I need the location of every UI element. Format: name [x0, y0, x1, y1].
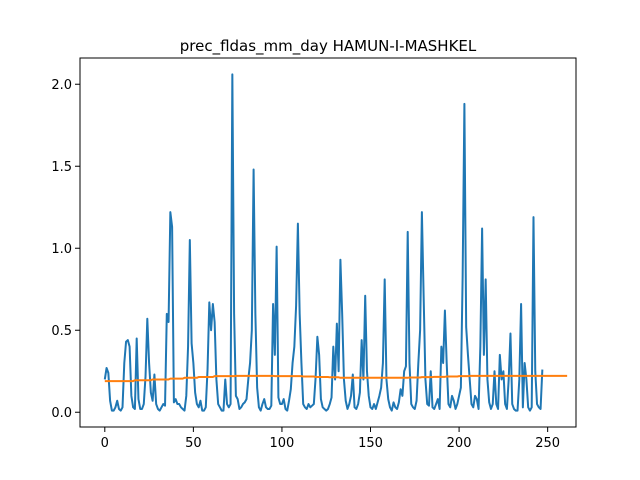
plot-area: 0 50 100 150 200 250 0.0 0.5 1.0 1.5 2.0	[51, 57, 577, 451]
axes-frame	[79, 57, 577, 428]
x-tick-label-1: 50	[185, 436, 202, 451]
x-axis: 0 50 100 150 200 250	[101, 427, 560, 451]
x-tick-label-3: 150	[358, 436, 383, 451]
y-tick-label-2: 1.0	[51, 242, 72, 257]
y-axis: 0.0 0.5 1.0 1.5 2.0	[51, 78, 80, 421]
chart-title: prec_fldas_mm_day HAMUN-I-MASHKEL	[180, 37, 477, 56]
x-tick-label-0: 0	[101, 436, 109, 451]
x-tick-label-4: 200	[447, 436, 472, 451]
x-tick-label-2: 100	[270, 436, 295, 451]
series-line-1	[104, 374, 568, 383]
y-tick-label-3: 1.5	[51, 160, 72, 175]
x-tick-label-5: 250	[535, 436, 560, 451]
y-tick-label-4: 2.0	[51, 78, 72, 93]
series-layer	[103, 73, 568, 412]
y-tick-label-1: 0.5	[51, 324, 72, 339]
y-tick-label-0: 0.0	[51, 406, 72, 421]
